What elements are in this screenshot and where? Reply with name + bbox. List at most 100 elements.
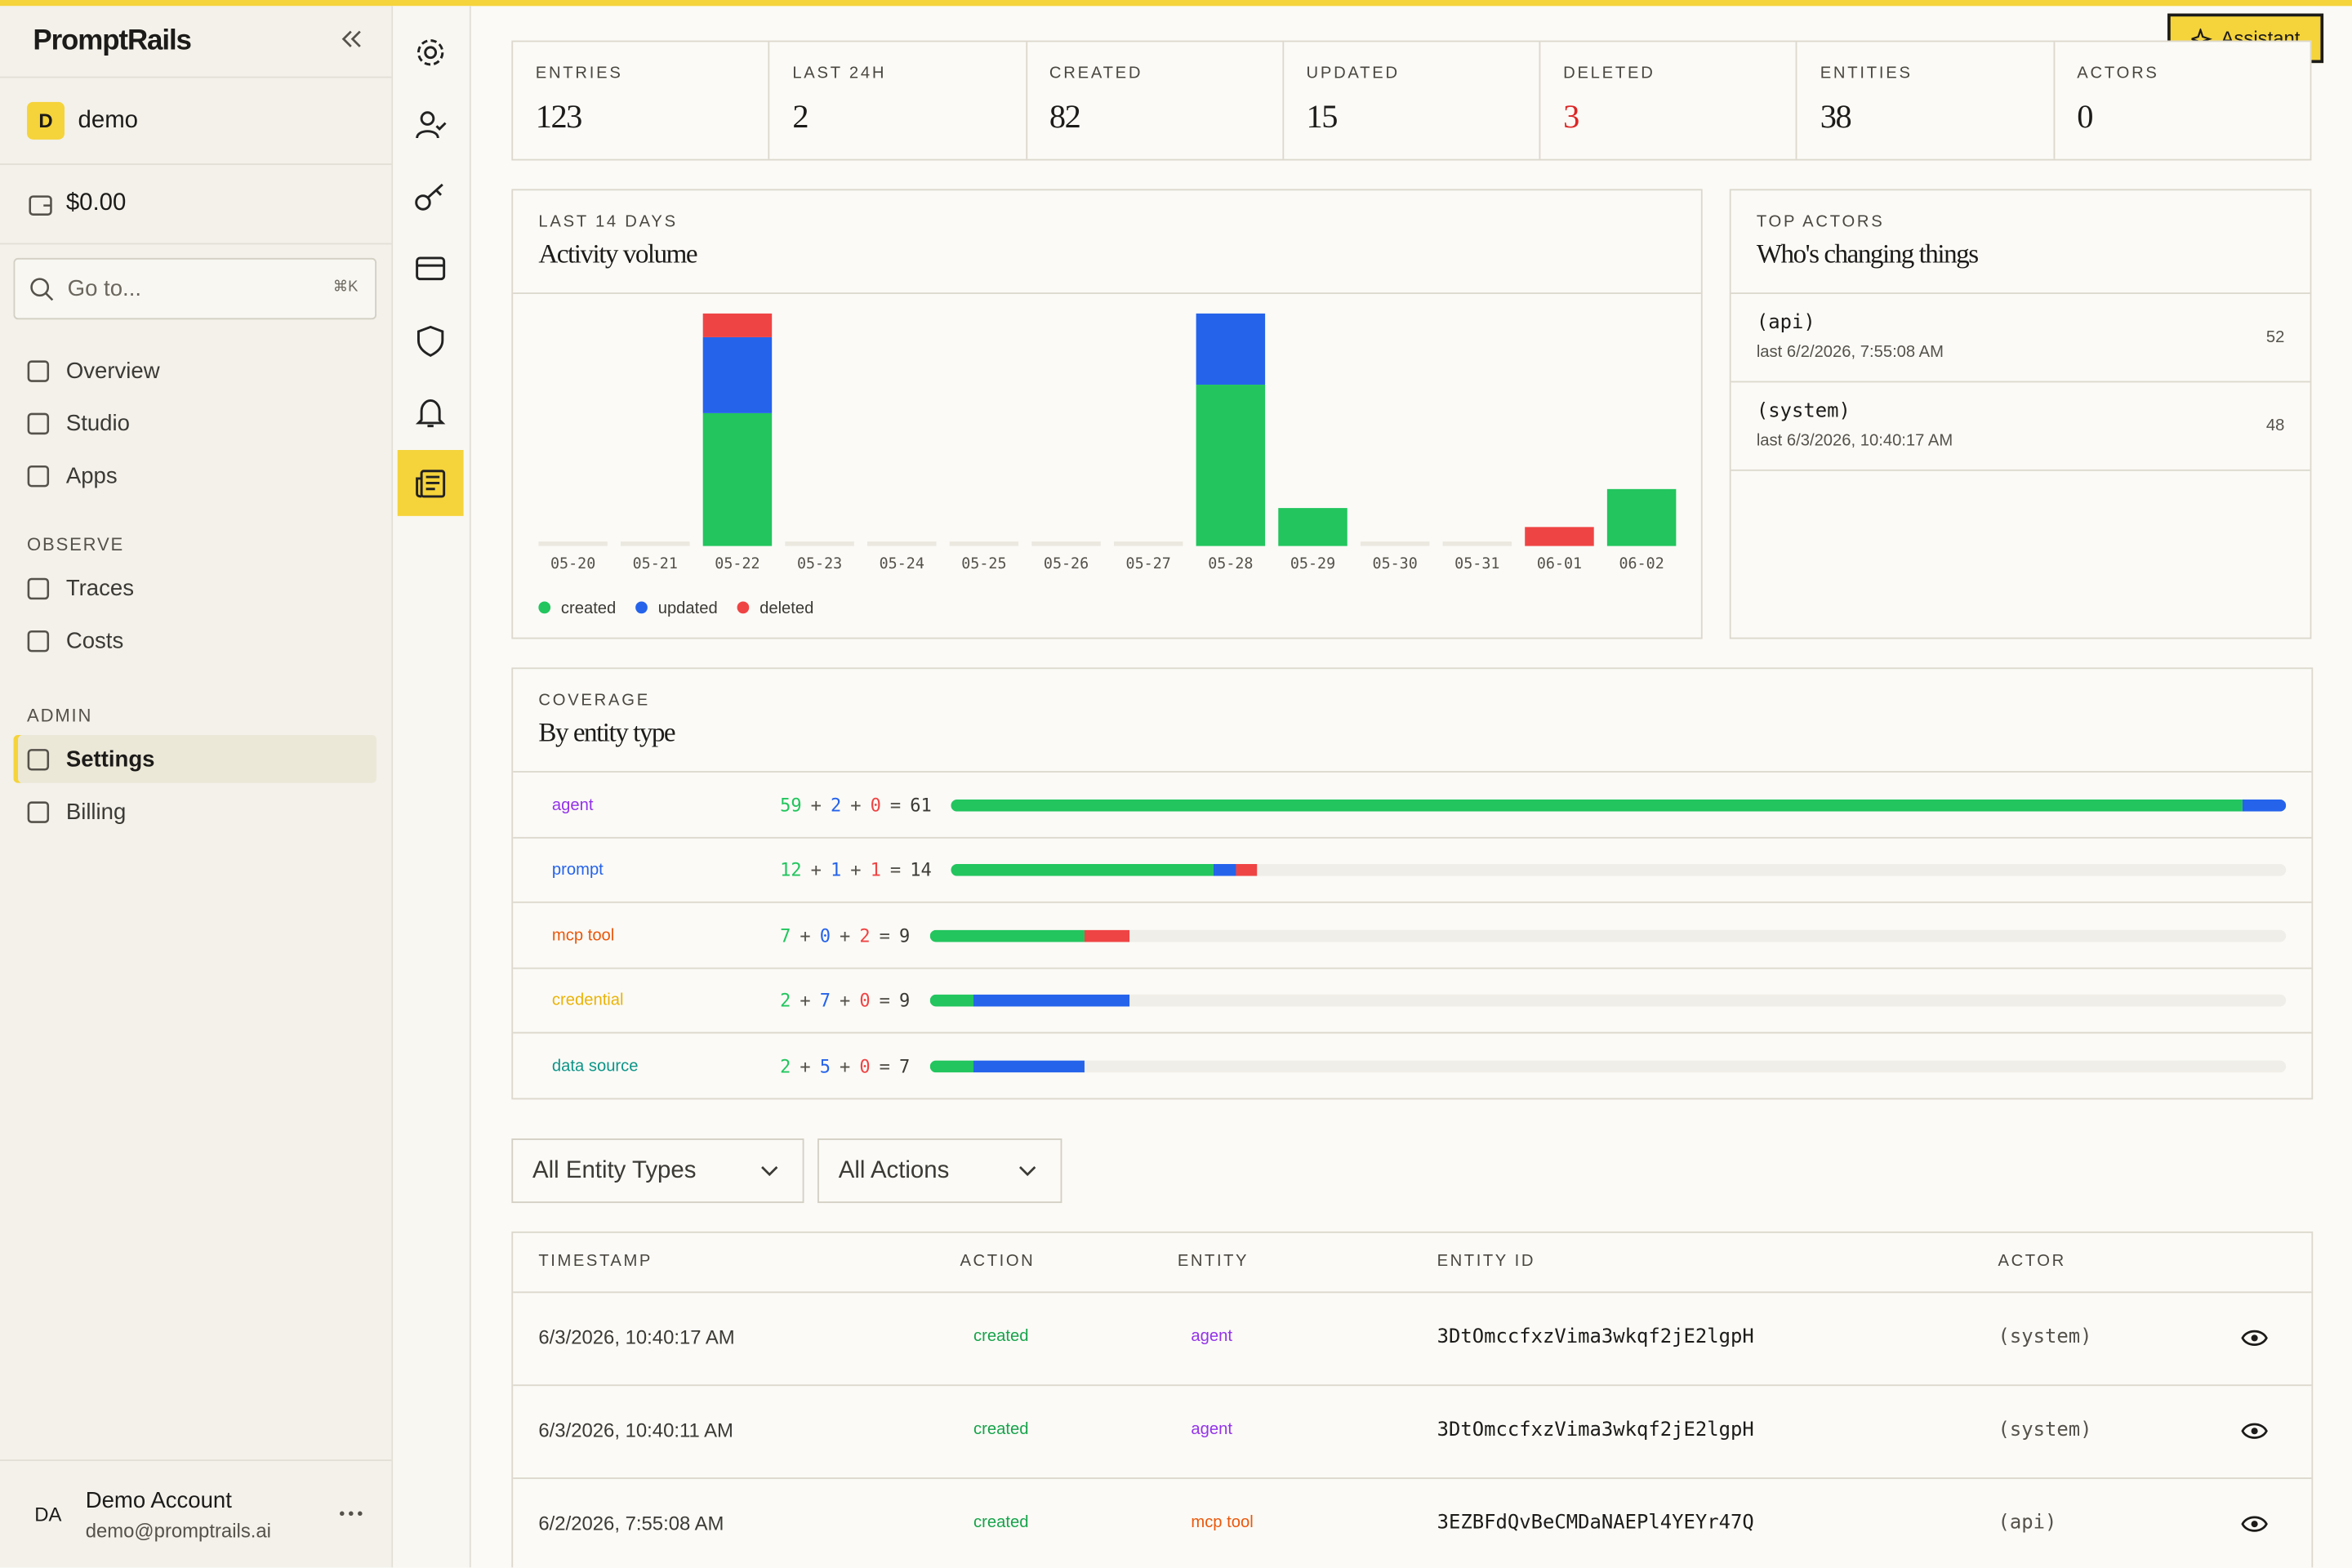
filter-label: All Entity Types (532, 1157, 697, 1184)
audit-table: TIMESTAMP ACTION ENTITY ENTITY ID ACTOR 6/3/2… (511, 1231, 2314, 1568)
settings-icon[interactable] (414, 36, 447, 69)
search-box[interactable]: Go to... ⌘K (13, 257, 377, 320)
workspace-avatar: D (27, 101, 65, 140)
x-tick-label: 05-30 (1373, 555, 1418, 572)
legend-swatch (635, 601, 648, 614)
coverage-row: data source 2 +5 +0 = 7 (513, 1031, 2312, 1098)
x-tick-label: 05-27 (1126, 555, 1171, 572)
account-email: demo@promptrails.ai (85, 1519, 271, 1543)
table-cell: created (973, 1420, 1029, 1439)
count-created: 7 (780, 924, 791, 947)
stat-label: ACTORS (2077, 64, 2159, 83)
stat-label: ENTRIES (535, 64, 623, 83)
nav-item[interactable]: Apps (14, 452, 376, 500)
x-tick-label: 06-01 (1537, 555, 1582, 572)
coverage-title: By entity type (538, 716, 675, 747)
eye (2241, 1423, 2268, 1439)
bar-segment (702, 313, 773, 337)
top-actors-card: TOP ACTORS Who's changing things (api) la… (1729, 189, 2312, 639)
bar-segment (1196, 385, 1266, 546)
coverage-segment (973, 1059, 1085, 1072)
nav-item[interactable]: Studio (14, 399, 376, 448)
count-updated: 7 (819, 990, 831, 1011)
section-title: OBSERVE (27, 533, 125, 555)
billing-icon[interactable] (414, 252, 447, 285)
stat-value: 123 (535, 97, 583, 136)
search-shortcut: ⌘K (332, 278, 359, 296)
empty-stub (1360, 541, 1430, 546)
stat-label: DELETED (1563, 64, 1655, 83)
count-updated: 2 (830, 794, 842, 816)
top-actors-eyebrow: TOP ACTORS (1756, 212, 1885, 231)
actor-last: last 6/2/2026, 7:55:08 AM (1756, 343, 1944, 362)
security-icon[interactable] (414, 324, 447, 357)
legend-label: deleted (760, 599, 813, 617)
count-created: 59 (780, 794, 802, 816)
table-cell: 6/2/2026, 7:55:08 AM (538, 1512, 724, 1535)
entity-label: credential (551, 991, 624, 1010)
divider (1731, 381, 2310, 383)
operator: + (850, 794, 862, 816)
nav-item[interactable]: Traces (14, 564, 376, 612)
notifications-icon[interactable] (414, 396, 447, 429)
keys-icon[interactable] (414, 180, 447, 212)
icon-shape (27, 748, 50, 770)
coverage-segment (1235, 863, 1258, 876)
operator: = (879, 990, 890, 1011)
filter-select[interactable]: All Actions (817, 1138, 1062, 1204)
x-tick-label: 05-29 (1290, 555, 1335, 572)
operator: + (840, 990, 851, 1011)
coverage-numbers: 7 +0 +2 = 9 (780, 924, 910, 946)
audit-tab-active[interactable] (397, 450, 464, 516)
search-placeholder: Go to... (67, 275, 142, 302)
table-cell: (api) (1998, 1512, 2057, 1535)
table-cell: 3DtOmccfxzVima3wkqf2jE2lgpH (1437, 1419, 1754, 1442)
chevron-icon (761, 1166, 778, 1177)
members-icon[interactable] (414, 108, 447, 140)
nav-label: Apps (65, 462, 118, 488)
brand[interactable]: PromptRails (33, 25, 192, 58)
activity-title: Activity volume (538, 238, 697, 269)
nav-item[interactable]: Costs (14, 617, 376, 665)
pupil (2251, 1428, 2258, 1435)
account-menu[interactable] (339, 1509, 363, 1518)
table-cell: (system) (1998, 1419, 2092, 1442)
view-icon[interactable] (2241, 1329, 2268, 1347)
filter-select[interactable]: All Entity Types (511, 1138, 804, 1204)
coverage-track (929, 929, 2287, 942)
entity-label: mcp tool (551, 926, 615, 945)
operator: + (810, 859, 822, 881)
activity-card: LAST 14 DAYS Activity volume 05-20 05-21 0… (511, 189, 1703, 639)
count-total: 61 (910, 794, 932, 816)
stat-cell: ENTITIES 38 (1796, 42, 2053, 159)
nav-item[interactable]: Overview (14, 346, 376, 394)
actor-name: (api) (1756, 312, 1815, 335)
nav-label: Overview (65, 358, 160, 384)
coverage-segment (929, 994, 974, 1007)
stat-cell: ENTRIES 123 (513, 42, 768, 158)
operator: = (889, 794, 902, 816)
icon-shape (27, 359, 50, 381)
empty-stub (949, 541, 1019, 546)
view-icon[interactable] (2241, 1422, 2268, 1440)
nav-item[interactable]: Settings (13, 735, 377, 783)
empty-stub (1442, 541, 1512, 546)
bar-segment (1525, 527, 1594, 546)
workspace-name[interactable]: demo (78, 108, 139, 134)
divider (513, 292, 1701, 295)
sidebar: PromptRails D demo $0.00 Go to... ⌘K DA … (0, 6, 394, 1568)
x-tick-label: 06-02 (1619, 555, 1664, 572)
nav-icon (27, 577, 50, 599)
divider (1731, 469, 2310, 471)
count-deleted: 1 (870, 859, 881, 881)
coverage-segment (929, 1059, 974, 1072)
view-icon[interactable] (2241, 1515, 2268, 1533)
empty-stub (1031, 541, 1101, 546)
collapse-icon[interactable] (337, 25, 364, 52)
nav-item[interactable]: Billing (14, 787, 376, 835)
account-name[interactable]: Demo Account (85, 1488, 232, 1514)
coverage-segment (1214, 863, 1236, 876)
empty-stub (621, 541, 690, 546)
